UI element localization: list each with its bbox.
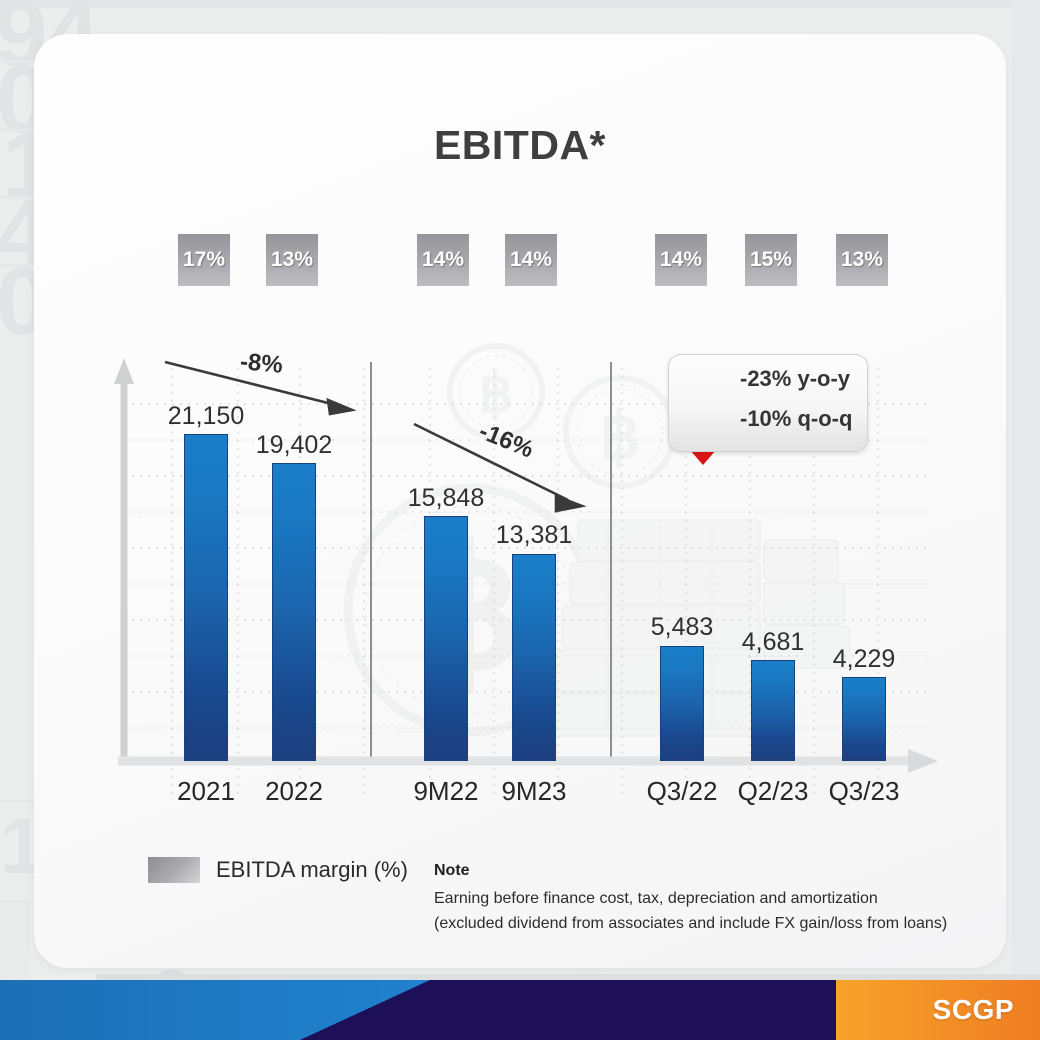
callout-row-yoy: -23% y-o-y	[683, 366, 850, 392]
margin-badge-q223: 15%	[745, 234, 797, 286]
annotation-label-8: -8%	[238, 348, 284, 379]
bar-9m22[interactable]	[424, 516, 468, 761]
category-label-q323: Q3/23	[828, 776, 900, 806]
margin-badge-9m23: 14%	[505, 234, 557, 286]
margin-badge-2021: 17%	[178, 234, 230, 286]
category-label-9m22: 9M22	[413, 776, 479, 806]
legend-label-margin: EBITDA margin (%)	[216, 857, 408, 882]
legend-swatch-margin	[148, 857, 200, 883]
bar-value-2021: 21,150	[167, 402, 245, 430]
page-title: EBITDA*	[433, 122, 607, 168]
bar-9m23[interactable]	[512, 554, 556, 761]
margin-badge-9m22: 14%	[417, 234, 469, 286]
note-line-2: (excluded dividend from associates and i…	[434, 914, 948, 932]
category-label-2022: 2022	[265, 776, 323, 806]
category-label-q223: Q2/23	[737, 776, 809, 806]
bar-value-q323: 4,229	[832, 645, 896, 673]
bar-value-2022: 19,402	[255, 431, 333, 459]
category-label-q322: Q3/22	[646, 776, 718, 806]
bar-2021[interactable]	[184, 434, 228, 761]
brand-bar: SCGP	[0, 980, 1040, 1040]
bar-q223[interactable]	[751, 660, 795, 761]
bar-q322[interactable]	[660, 646, 704, 761]
note-block: Note Earning before finance cost, tax, d…	[434, 862, 947, 937]
category-label-2021: 2021	[177, 776, 235, 806]
margin-badge-q323: 13%	[836, 234, 888, 286]
bar-value-9m23: 13,381	[495, 521, 573, 549]
scgp-logo: SCGP	[932, 994, 1014, 1025]
bar-value-q322: 5,483	[650, 613, 714, 641]
note-line-1: Earning before finance cost, tax, deprec…	[434, 890, 878, 907]
bar-q323[interactable]	[842, 677, 886, 761]
content-card	[34, 34, 1006, 968]
margin-badge-2022: 13%	[266, 234, 318, 286]
bar-value-q223: 4,681	[741, 628, 805, 656]
callout-row-qoq: -10% q-o-q	[683, 406, 852, 432]
bar-2022[interactable]	[272, 463, 316, 761]
margin-badge-q322: 14%	[655, 234, 707, 286]
bar-value-9m22: 15,848	[407, 484, 485, 512]
callout-text-yoy: -23% y-o-y	[740, 366, 851, 391]
note-heading: Note	[434, 862, 470, 879]
callout-text-qoq: -10% q-o-q	[740, 406, 853, 431]
category-label-9m23: 9M23	[501, 776, 567, 806]
legend: EBITDA margin (%)	[148, 857, 408, 883]
change-callout: -23% y-o-y -10% q-o-q	[668, 354, 868, 452]
